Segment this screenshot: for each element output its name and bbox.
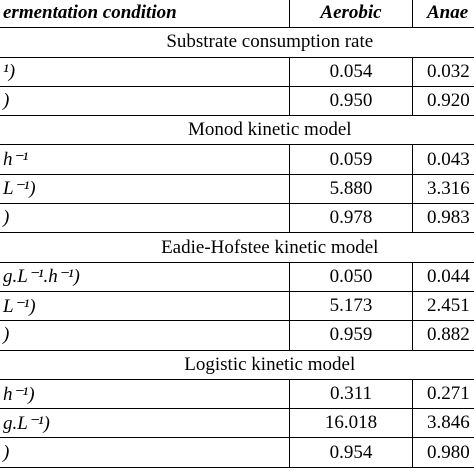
data-row: ) 0.978 0.983 bbox=[0, 203, 474, 234]
data-row: ) 0.959 0.882 bbox=[0, 320, 474, 351]
header-cell: Anae bbox=[412, 0, 474, 29]
data-row: g.L⁻¹) 16.018 3.846 bbox=[0, 408, 474, 439]
value-cell: 16.018 bbox=[289, 408, 413, 439]
value-cell: 0.311 bbox=[289, 378, 413, 410]
value-cell: 0.920 bbox=[412, 85, 474, 117]
section-row: Monod kinetic model bbox=[0, 115, 474, 146]
value-cell: 0.043 bbox=[412, 144, 474, 175]
section-row: Eadie-Hofstee kinetic model bbox=[0, 232, 474, 263]
parameter-cell: h⁻¹) bbox=[0, 378, 290, 410]
section-title: Substrate consumption rate bbox=[0, 27, 474, 58]
header-cell: Aerobic bbox=[289, 0, 413, 29]
value-cell: 5.173 bbox=[289, 290, 413, 322]
section-title: Logistic kinetic model bbox=[0, 349, 474, 380]
data-row: ) 0.950 0.920 bbox=[0, 85, 474, 117]
header-row: ermentation condition Aerobic Anae bbox=[0, 0, 474, 29]
value-cell: 0.980 bbox=[412, 437, 474, 468]
parameter-cell: ¹) bbox=[0, 56, 290, 87]
data-row: ¹) 0.054 0.032 bbox=[0, 56, 474, 87]
value-cell: 0.978 bbox=[289, 203, 413, 234]
value-cell: 0.954 bbox=[289, 437, 413, 468]
data-row: ) 0.954 0.980 bbox=[0, 437, 474, 468]
data-row: g.L⁻¹.h⁻¹) 0.050 0.044 bbox=[0, 261, 474, 292]
parameter-cell: ) bbox=[0, 320, 290, 351]
header-cell: ermentation condition bbox=[0, 0, 290, 29]
data-row: L⁻¹) 5.880 3.316 bbox=[0, 173, 474, 205]
parameter-cell: g.L⁻¹) bbox=[0, 408, 290, 439]
section-title: Eadie-Hofstee kinetic model bbox=[0, 232, 474, 263]
section-row: Substrate consumption rate bbox=[0, 27, 474, 58]
value-cell: 5.880 bbox=[289, 173, 413, 205]
parameter-cell: h⁻¹ bbox=[0, 144, 290, 175]
section-title: Monod kinetic model bbox=[0, 115, 474, 146]
value-cell: 2.451 bbox=[412, 290, 474, 322]
value-cell: 0.882 bbox=[412, 320, 474, 351]
value-cell: 0.032 bbox=[412, 56, 474, 87]
value-cell: 3.846 bbox=[412, 408, 474, 439]
value-cell: 0.059 bbox=[289, 144, 413, 175]
value-cell: 0.983 bbox=[412, 203, 474, 234]
value-cell: 0.050 bbox=[289, 261, 413, 292]
value-cell: 0.950 bbox=[289, 85, 413, 117]
section-row: Logistic kinetic model bbox=[0, 349, 474, 380]
parameter-cell: g.L⁻¹.h⁻¹) bbox=[0, 261, 290, 292]
value-cell: 0.044 bbox=[412, 261, 474, 292]
parameter-cell: L⁻¹) bbox=[0, 290, 290, 322]
value-cell: 0.271 bbox=[412, 378, 474, 410]
value-cell: 0.959 bbox=[289, 320, 413, 351]
value-cell: 3.316 bbox=[412, 173, 474, 205]
data-row: L⁻¹) 5.173 2.451 bbox=[0, 290, 474, 322]
parameter-cell: ) bbox=[0, 437, 290, 468]
value-cell: 0.054 bbox=[289, 56, 413, 87]
parameter-cell: L⁻¹) bbox=[0, 173, 290, 205]
parameter-cell: ) bbox=[0, 85, 290, 117]
data-row: h⁻¹) 0.311 0.271 bbox=[0, 378, 474, 410]
parameter-cell: ) bbox=[0, 203, 290, 234]
data-row: h⁻¹ 0.059 0.043 bbox=[0, 144, 474, 175]
